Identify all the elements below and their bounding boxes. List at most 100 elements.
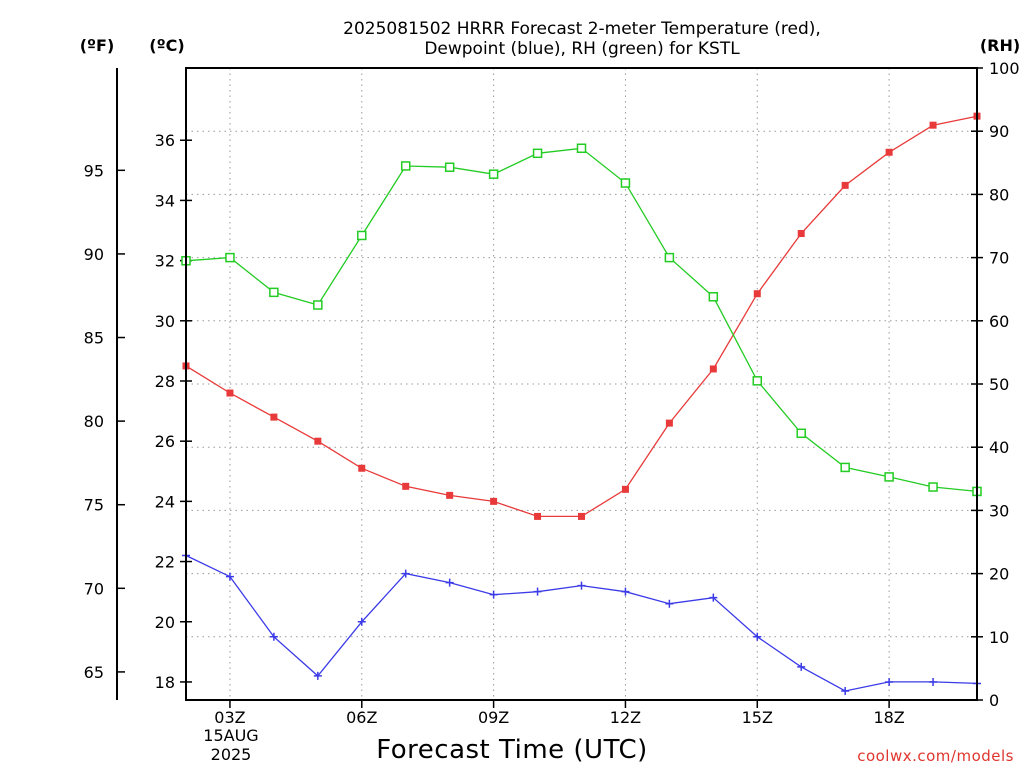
- chart-subtitle: Dewpoint (blue), RH (green) for KSTL: [424, 39, 740, 59]
- rh-point: [576, 143, 587, 154]
- rh-tick-label: 10: [989, 628, 1009, 647]
- rh-point: [928, 482, 938, 492]
- plot-frame: [185, 67, 978, 701]
- fahrenheit-tick-label: 75: [84, 496, 104, 515]
- celsius-tick-label: 30: [155, 312, 175, 331]
- temperature-point: [226, 389, 234, 397]
- chart-title: 2025081502 HRRR Forecast 2-meter Tempera…: [343, 19, 821, 39]
- celsius-tick-label: 26: [155, 432, 175, 451]
- fahrenheit-tick-label: 95: [84, 161, 104, 180]
- temperature-point: [753, 290, 761, 298]
- x-tick-label: 15Z: [742, 708, 773, 727]
- temperature-point: [709, 365, 717, 373]
- temperature-point: [841, 181, 849, 189]
- x-tick-label: 18Z: [873, 708, 904, 727]
- fahrenheit-tick-label: 65: [84, 663, 104, 682]
- temperature-point: [534, 512, 542, 520]
- rh-point: [620, 178, 631, 188]
- fahrenheit-tick-label: 85: [84, 329, 104, 348]
- fahrenheit-tick-label: 90: [84, 245, 104, 264]
- temperature-point: [402, 482, 410, 490]
- celsius-tick-label: 20: [155, 613, 175, 632]
- temperature-point: [665, 419, 673, 427]
- dewpoint-line: [185, 554, 978, 692]
- rh-point: [400, 161, 411, 171]
- rh-point: [840, 462, 850, 473]
- rh-tick-label: 80: [989, 185, 1009, 204]
- dewpoint-point: [709, 593, 718, 602]
- rh-point: [269, 287, 279, 298]
- rh-axis-unit: (RH): [980, 36, 1020, 55]
- celsius-tick-label: 34: [155, 191, 175, 210]
- temperature-point: [446, 491, 454, 499]
- fahrenheit-axis-unit: (ºF): [80, 36, 115, 55]
- temperature-point: [358, 464, 366, 472]
- fahrenheit-tick-label: 70: [84, 579, 104, 598]
- celsius-tick-label: 36: [155, 131, 175, 150]
- temperature-line: [185, 115, 978, 518]
- rh-point: [884, 472, 894, 482]
- rh-tick-label: 20: [989, 565, 1009, 584]
- dewpoint-point: [929, 677, 938, 686]
- dewpoint-point: [269, 632, 278, 641]
- rh-point: [488, 169, 499, 179]
- rh-point: [444, 162, 455, 172]
- celsius-tick-label: 18: [155, 673, 175, 692]
- temperature-point: [490, 497, 498, 505]
- series-temperature: [182, 112, 981, 520]
- dewpoint-point: [489, 590, 498, 599]
- rh-point: [313, 300, 323, 310]
- series-dewpoint: [182, 551, 981, 695]
- celsius-tick-label: 22: [155, 553, 175, 572]
- x-tick-label: 09Z: [478, 708, 509, 727]
- temperature-point: [797, 230, 805, 238]
- x-tick-label: 03Z: [214, 708, 245, 727]
- celsius-tick-label: 24: [155, 492, 175, 511]
- rh-point: [225, 252, 235, 263]
- rh-tick-label: 0: [989, 691, 999, 710]
- date-label-day: 15AUG: [203, 726, 258, 745]
- celsius-tick-label: 32: [155, 252, 175, 271]
- series-rh: [181, 143, 982, 497]
- celsius-tick-label: 28: [155, 372, 175, 391]
- dewpoint-point: [533, 587, 542, 596]
- rh-point: [708, 292, 719, 302]
- dewpoint-point: [225, 572, 234, 581]
- dewpoint-point: [313, 671, 322, 680]
- dewpoint-point: [621, 587, 630, 596]
- rh-tick-label: 70: [989, 249, 1009, 268]
- dewpoint-point: [357, 617, 366, 626]
- credit-label: coolwx.com/models: [857, 747, 1014, 765]
- rh-point: [752, 376, 763, 386]
- rh-tick-label: 40: [989, 438, 1009, 457]
- fahrenheit-tick-label: 80: [84, 412, 104, 431]
- dewpoint-point: [797, 662, 806, 671]
- dewpoint-point: [841, 686, 850, 695]
- rh-tick-label: 30: [989, 501, 1009, 520]
- rh-point: [664, 252, 675, 263]
- dewpoint-point: [885, 677, 894, 686]
- rh-tick-label: 90: [989, 122, 1009, 141]
- celsius-axis-unit: (ºC): [149, 36, 184, 55]
- dewpoint-point: [445, 578, 454, 587]
- x-tick-label: 12Z: [610, 708, 641, 727]
- temperature-point: [929, 121, 937, 129]
- rh-line: [185, 147, 978, 493]
- date-label-year: 2025: [211, 745, 252, 764]
- temperature-point: [270, 413, 278, 421]
- temperature-point: [578, 512, 585, 520]
- rh-point: [357, 230, 367, 241]
- temperature-point: [885, 148, 893, 156]
- x-tick-label: 06Z: [346, 708, 377, 727]
- axis-layer: 03Z 06Z 09Z 12Z 15Z 18Z 0 10 20 30 40 50 60 70 80 90 100…: [84, 59, 1020, 727]
- dewpoint-point: [577, 581, 586, 590]
- temperature-point: [621, 485, 629, 493]
- rh-point: [532, 148, 543, 159]
- rh-point: [796, 428, 806, 439]
- temperature-point: [314, 437, 322, 445]
- dewpoint-point: [665, 599, 674, 608]
- rh-tick-label: 50: [989, 375, 1009, 394]
- series-layer: [181, 112, 982, 695]
- dewpoint-point: [753, 632, 762, 641]
